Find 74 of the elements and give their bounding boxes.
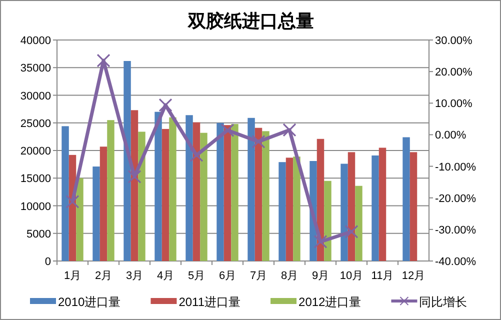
x-tick-label: 9月	[312, 270, 330, 282]
x-tick-label: 8月	[280, 270, 298, 282]
y2-tick-label: -20.00%	[435, 192, 476, 205]
bar	[278, 162, 286, 261]
bar	[402, 137, 410, 261]
point	[252, 134, 266, 148]
x-tick-label: 7月	[250, 270, 268, 282]
y-tick-label: 10000	[20, 200, 51, 213]
bar	[76, 178, 84, 261]
y2-tick-label: -40.00%	[435, 256, 476, 268]
y-tick-label: 35000	[20, 62, 51, 75]
x-tick-label: 12月	[402, 270, 426, 282]
x-tick-label: 5月	[188, 270, 206, 282]
bar	[100, 146, 108, 261]
y-tick-label: 5000	[26, 228, 51, 240]
point	[190, 148, 204, 162]
bar	[340, 164, 348, 261]
point	[314, 234, 328, 249]
bar	[378, 148, 386, 261]
y-tick-label: 25000	[20, 118, 51, 130]
bar	[200, 132, 208, 261]
bar	[154, 112, 162, 261]
bar	[372, 155, 379, 261]
bar	[216, 122, 224, 261]
point	[128, 170, 142, 184]
bar	[286, 158, 294, 261]
bar	[231, 124, 238, 261]
point	[96, 54, 110, 68]
bar	[192, 122, 200, 261]
bar	[107, 120, 114, 261]
chart-title: 双胶纸进口总量	[187, 11, 314, 32]
bar	[169, 117, 176, 261]
bar	[262, 131, 270, 261]
bar	[355, 186, 362, 261]
x-tick-label: 10月	[340, 270, 364, 282]
y2-tick-label: 0.00%	[435, 130, 466, 142]
y2-tick-label: -30.00%	[435, 224, 476, 236]
bar	[162, 128, 170, 261]
x-tick-label: 1月	[64, 270, 82, 282]
y-tick-label: 30000	[20, 90, 51, 102]
legend-label: 2012进口量	[298, 295, 362, 309]
y-tick-label: 0	[44, 256, 51, 268]
bar	[186, 115, 193, 261]
y2-tick-label: 20.00%	[435, 66, 473, 79]
bar	[248, 118, 255, 261]
y-tick-label: 15000	[20, 173, 51, 186]
point	[220, 123, 234, 138]
y-tick-label: 20000	[20, 146, 51, 158]
bar	[348, 152, 356, 261]
bar	[254, 128, 262, 261]
y2-tick-label: 10.00%	[435, 98, 473, 110]
point	[158, 98, 172, 112]
bar	[62, 126, 69, 261]
x-tick-label: 11月	[371, 270, 394, 282]
point	[344, 224, 358, 238]
x-tick-label: 6月	[218, 270, 236, 282]
point	[66, 194, 80, 208]
bar	[224, 125, 232, 261]
y-tick-label: 40000	[20, 35, 51, 47]
y2-tick-label: 30.00%	[435, 35, 473, 47]
bar	[92, 166, 100, 261]
legend-label: 同比增长	[419, 295, 468, 309]
point	[282, 123, 296, 137]
x-tick-label: 4月	[156, 270, 174, 282]
x-tick-label: 3月	[126, 270, 144, 282]
legend-label: 2010进口量	[58, 295, 121, 309]
bar	[293, 156, 300, 261]
y2-tick-label: -10.00%	[435, 161, 476, 174]
bar	[124, 60, 131, 261]
x-tick-label: 2月	[94, 270, 112, 282]
bar	[324, 180, 332, 261]
legend-label: 2011进口量	[178, 295, 241, 309]
bar	[138, 132, 146, 261]
bar	[410, 152, 418, 261]
